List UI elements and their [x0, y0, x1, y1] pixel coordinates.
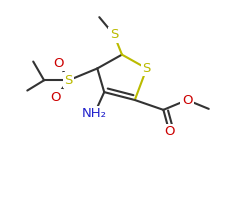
Text: S: S	[110, 28, 118, 41]
Text: O: O	[164, 125, 174, 138]
Text: NH₂: NH₂	[82, 107, 107, 120]
Text: O: O	[54, 57, 64, 70]
Text: O: O	[51, 91, 61, 104]
Text: S: S	[142, 62, 151, 75]
Text: S: S	[65, 74, 73, 87]
Text: O: O	[182, 94, 192, 106]
